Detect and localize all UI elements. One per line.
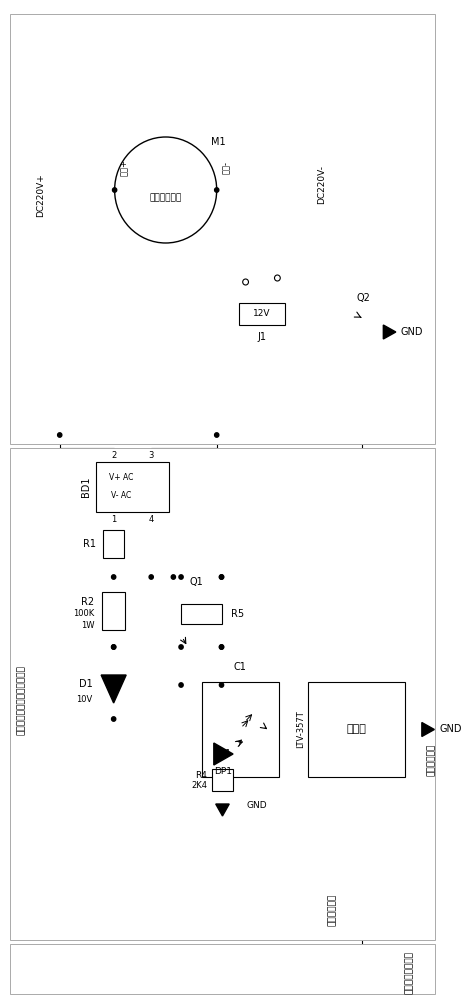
Bar: [10, 14, 435, 444]
Circle shape: [179, 683, 183, 687]
Circle shape: [214, 188, 219, 192]
Text: DC220V+: DC220V+: [36, 173, 45, 217]
Bar: [103, 530, 124, 558]
Text: DC220V-: DC220V-: [317, 165, 326, 205]
Circle shape: [112, 717, 116, 721]
Circle shape: [179, 645, 183, 649]
Text: LTV-357T: LTV-357T: [296, 711, 305, 748]
Text: 100K: 100K: [73, 609, 94, 618]
Circle shape: [214, 433, 219, 437]
Text: 电机启停控制信号: 电机启停控制信号: [405, 950, 414, 994]
Text: 负极驱动信号: 负极驱动信号: [427, 744, 436, 776]
Circle shape: [219, 645, 224, 649]
Circle shape: [115, 137, 217, 243]
Circle shape: [219, 683, 224, 687]
Bar: [202, 682, 279, 777]
Text: R1: R1: [83, 539, 96, 549]
Text: 12V: 12V: [253, 310, 271, 318]
Polygon shape: [101, 675, 126, 703]
Circle shape: [219, 575, 224, 579]
Circle shape: [57, 433, 62, 437]
Bar: [96, 462, 169, 512]
Text: J1: J1: [257, 332, 267, 342]
Circle shape: [219, 575, 224, 579]
Text: M1: M1: [211, 137, 225, 147]
Text: Q1: Q1: [190, 577, 203, 587]
Bar: [10, 448, 435, 940]
Circle shape: [171, 575, 175, 579]
Polygon shape: [216, 804, 229, 816]
Text: V+ AC: V+ AC: [109, 474, 133, 483]
Polygon shape: [214, 743, 233, 765]
Circle shape: [149, 575, 153, 579]
Text: GND: GND: [439, 724, 462, 734]
Text: GND: GND: [247, 802, 267, 810]
Circle shape: [113, 188, 117, 192]
Text: 2: 2: [111, 450, 116, 460]
Text: 高压直流电机: 高压直流电机: [150, 194, 182, 202]
Text: BD1: BD1: [81, 477, 91, 497]
Circle shape: [112, 645, 116, 649]
Text: 处理器: 处理器: [346, 724, 366, 734]
Text: GND: GND: [400, 327, 423, 337]
Circle shape: [219, 645, 224, 649]
Text: R2: R2: [81, 597, 94, 607]
Text: V- AC: V- AC: [111, 491, 131, 500]
Bar: [308, 682, 405, 777]
Circle shape: [243, 279, 249, 285]
Text: C1: C1: [233, 662, 246, 672]
Text: DP1: DP1: [213, 750, 232, 758]
Text: DP1: DP1: [214, 766, 232, 776]
Text: 4: 4: [149, 516, 154, 524]
Bar: [10, 944, 435, 994]
Bar: [212, 769, 233, 791]
Text: Q2: Q2: [357, 293, 370, 303]
Circle shape: [112, 575, 116, 579]
Text: 电机+: 电机+: [119, 160, 128, 176]
Text: 3: 3: [149, 450, 154, 460]
Polygon shape: [383, 325, 396, 339]
Circle shape: [179, 575, 183, 579]
Text: 1W: 1W: [81, 620, 94, 630]
Text: 反向电动势主动浄放保护电路: 反向电动势主动浄放保护电路: [17, 665, 25, 735]
Polygon shape: [422, 722, 434, 736]
Bar: [102, 592, 125, 630]
Text: 10V: 10V: [76, 694, 93, 704]
Text: 1: 1: [111, 516, 116, 524]
Text: 2K4: 2K4: [191, 780, 207, 790]
Text: R5: R5: [231, 609, 244, 619]
Circle shape: [275, 275, 280, 281]
Text: 电机-: 电机-: [222, 161, 231, 174]
Bar: [181, 604, 221, 624]
Text: D1: D1: [79, 679, 93, 689]
Circle shape: [112, 645, 116, 649]
Text: 泤放控制信号: 泤放控制信号: [328, 894, 337, 926]
Bar: [239, 303, 285, 325]
Text: R4: R4: [195, 770, 207, 780]
